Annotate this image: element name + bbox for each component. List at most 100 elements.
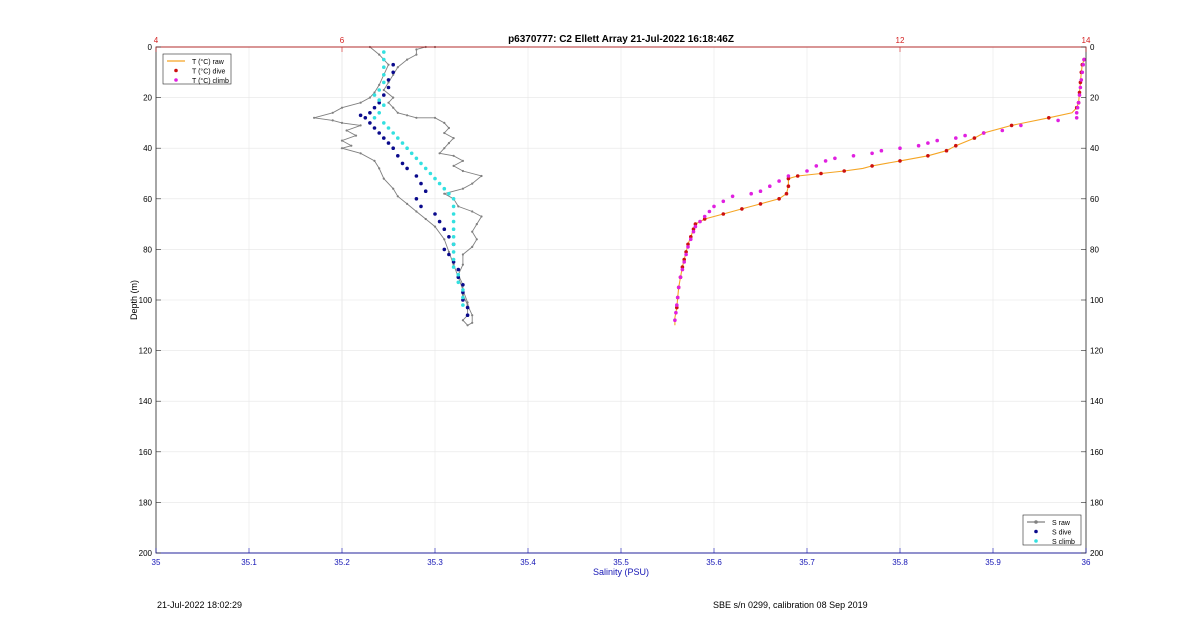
data-point	[382, 80, 386, 85]
data-point	[471, 314, 474, 317]
data-point	[443, 192, 446, 195]
y-tick-label-left: 120	[139, 347, 153, 356]
legend-marker	[174, 68, 178, 73]
data-point	[730, 194, 735, 199]
data-point	[415, 53, 418, 56]
data-point	[898, 146, 902, 150]
data-point	[461, 288, 465, 292]
data-point	[433, 225, 437, 228]
data-point	[682, 257, 686, 262]
data-point	[1074, 116, 1079, 120]
data-point	[465, 313, 470, 318]
ticks: 0 0 20 20 40 40 60 60 80 80 100 100 120 120 140 140 160 1…	[139, 36, 1104, 567]
y-tick-label-right: 40	[1090, 144, 1099, 153]
data-point	[392, 187, 395, 190]
data-point	[382, 121, 386, 125]
data-point	[386, 126, 391, 130]
x-tick-label-bottom: 35.8	[892, 558, 908, 567]
y-tick-label-left: 40	[143, 144, 152, 153]
data-point	[382, 57, 386, 62]
legend-label: T (°C) dive	[192, 68, 226, 76]
data-point	[345, 129, 348, 132]
data-point	[358, 113, 363, 118]
data-point	[682, 260, 686, 264]
data-point	[475, 238, 478, 241]
data-point	[387, 81, 390, 84]
data-point	[392, 96, 395, 99]
x-tick-label-bottom: 35	[152, 558, 161, 567]
data-point	[340, 139, 344, 142]
data-point	[466, 301, 469, 304]
data-point	[391, 146, 396, 150]
data-point	[451, 257, 456, 262]
data-point	[392, 106, 395, 109]
data-point	[471, 210, 474, 213]
data-point	[680, 267, 685, 272]
data-point	[406, 58, 409, 61]
x-tick-label-top: 6	[340, 36, 345, 45]
data-point	[686, 242, 690, 247]
y-tick-label-left: 140	[139, 397, 153, 406]
data-point	[768, 184, 772, 188]
data-point	[461, 298, 465, 302]
data-point	[419, 204, 423, 209]
data-point	[443, 238, 446, 241]
salinity-legend: S raw S dive S climb	[1022, 514, 1082, 546]
x-tick-label-bottom: 36	[1082, 558, 1091, 567]
data-point	[702, 214, 707, 219]
y-tick-label-right: 180	[1090, 498, 1104, 507]
data-point	[442, 247, 447, 252]
data-point	[833, 156, 837, 161]
data-point	[1047, 116, 1051, 120]
data-point	[433, 212, 437, 216]
data-point	[461, 253, 464, 256]
data-point	[447, 252, 451, 257]
data-point	[981, 131, 986, 135]
data-point	[378, 167, 381, 170]
data-point	[451, 212, 456, 216]
data-point	[461, 303, 465, 307]
data-point	[433, 116, 437, 119]
data-point	[814, 164, 819, 168]
data-point	[712, 204, 716, 209]
data-point	[400, 141, 405, 145]
y-tick-label-right: 60	[1090, 195, 1099, 204]
data-point	[392, 73, 395, 76]
data-point	[698, 219, 702, 224]
data-point	[377, 111, 382, 115]
data-point	[377, 100, 382, 105]
data-point	[675, 303, 679, 307]
data-point	[1076, 100, 1081, 105]
data-point	[451, 260, 456, 264]
data-point	[378, 53, 381, 56]
data-point	[447, 191, 451, 196]
x-tick-label-top: 4	[154, 36, 159, 45]
data-point	[363, 116, 368, 120]
data-point	[456, 275, 461, 280]
data-point	[758, 189, 763, 193]
data-point	[461, 293, 464, 296]
data-point	[944, 148, 949, 153]
data-point	[786, 184, 791, 188]
data-point	[382, 50, 386, 54]
data-point	[842, 169, 846, 173]
data-point	[475, 223, 478, 226]
data-point	[461, 263, 464, 266]
legend-label: S dive	[1052, 530, 1072, 537]
y-tick-label-left: 100	[139, 296, 153, 305]
data-point	[433, 176, 437, 181]
data-point	[331, 111, 334, 114]
data-point	[382, 136, 386, 140]
data-point	[935, 138, 939, 143]
data-point	[373, 159, 376, 162]
data-point	[451, 204, 456, 209]
data-point	[447, 250, 450, 253]
x-tick-label-bottom: 35.4	[520, 558, 536, 567]
data-point	[749, 191, 753, 196]
legend-label: S climb	[1052, 539, 1075, 546]
legend-marker	[1034, 520, 1038, 524]
data-point	[451, 197, 456, 201]
data-point	[676, 285, 681, 290]
data-point	[359, 101, 362, 104]
